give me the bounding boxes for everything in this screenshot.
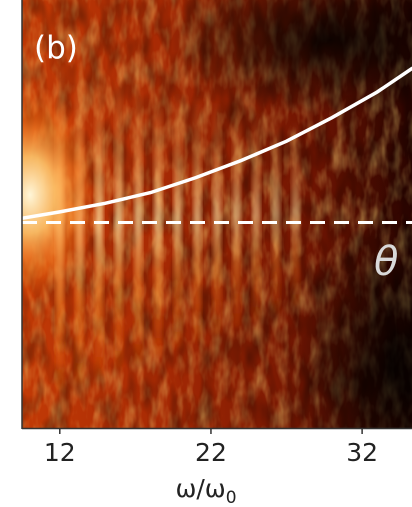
harmonic-stripe: [271, 115, 280, 313]
harmonic-stripe: [134, 80, 143, 362]
lower-right-dark-region: [285, 220, 412, 428]
harmonic-stripe: [213, 100, 221, 334]
upper-right-dark-region: [160, 0, 412, 115]
harmonic-stripe: [154, 85, 163, 355]
x-tick-label: 22: [195, 438, 227, 467]
hot-spot: [22, 85, 100, 305]
x-axis-label: ω/ω0: [175, 474, 236, 507]
x-tick-label: 32: [346, 438, 378, 467]
solid-curve: [22, 66, 412, 221]
harmonic-stripe: [291, 120, 300, 306]
x-axis-label-subscript: 0: [226, 488, 237, 507]
harmonic-stripe: [252, 110, 261, 320]
harmonic-stripe: [173, 90, 182, 348]
harmonic-stripe: [232, 105, 241, 327]
x-tick-label: 12: [44, 438, 76, 467]
theta-annotation: θ: [374, 239, 398, 285]
axes-frame: [21, 0, 412, 430]
harmonic-stripe: [193, 95, 202, 341]
x-axis-ticks: 12 22 32: [44, 428, 378, 467]
panel-label: (b): [34, 30, 78, 66]
